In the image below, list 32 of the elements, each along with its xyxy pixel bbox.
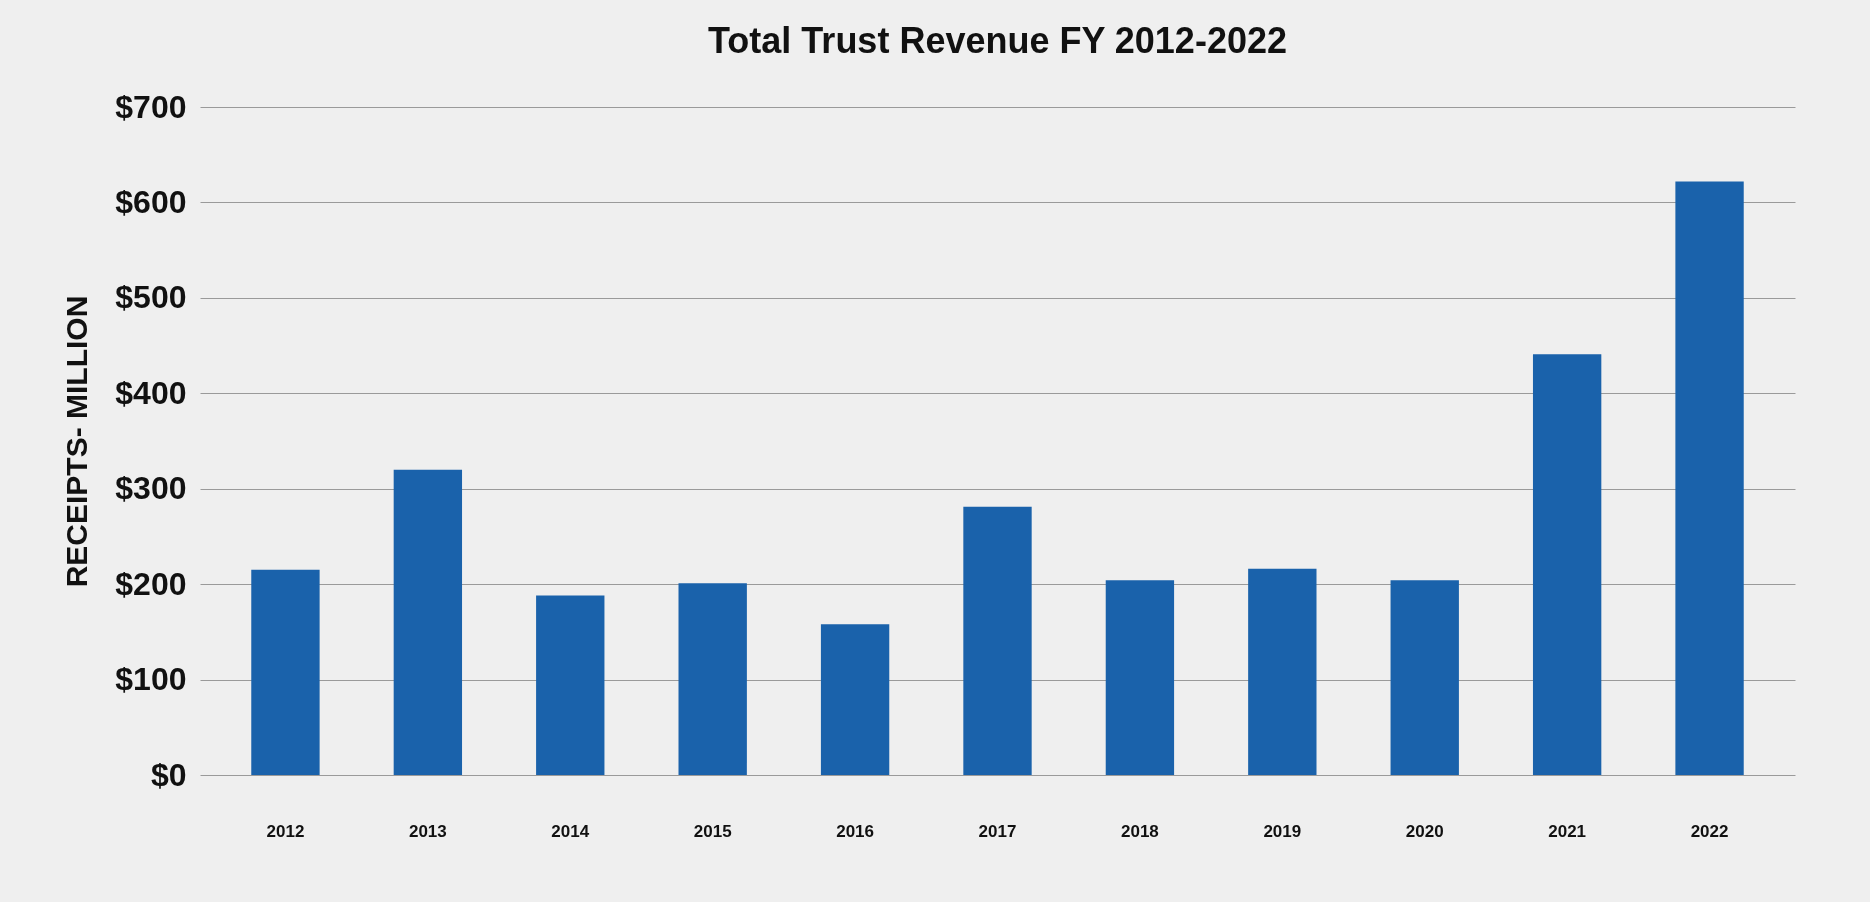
x-tick-label: 2014 <box>551 821 590 841</box>
y-tick-label: $0 <box>150 756 187 793</box>
chart-title: Total Trust Revenue FY 2012-2022 <box>708 20 1287 61</box>
x-tick-label: 2016 <box>836 821 874 841</box>
x-tick-label: 2017 <box>978 821 1017 841</box>
y-axis-title: RECEIPTS- MILLION <box>60 295 94 588</box>
bar <box>393 469 463 775</box>
y-tick-label: $200 <box>115 565 187 602</box>
bar <box>963 506 1032 775</box>
bar <box>820 624 890 775</box>
x-tick-label: 2015 <box>693 821 732 841</box>
x-tick-label: 2013 <box>408 821 447 841</box>
bar <box>1675 181 1744 775</box>
bar <box>536 595 605 775</box>
y-tick-label: $300 <box>115 470 187 507</box>
x-tick-label: 2018 <box>1121 821 1159 841</box>
x-tick-label: 2019 <box>1263 821 1302 841</box>
bar <box>678 583 747 775</box>
bar <box>1390 580 1459 775</box>
x-tick-label: 2021 <box>1548 821 1587 841</box>
y-tick-label: $600 <box>115 183 187 220</box>
x-tick-label: 2012 <box>266 821 305 841</box>
x-tick-label: 2020 <box>1405 821 1444 841</box>
bar <box>1105 580 1175 775</box>
y-tick-label: $700 <box>115 88 187 125</box>
y-tick-label: $500 <box>115 279 187 316</box>
bar <box>1248 568 1317 775</box>
bar <box>251 569 320 775</box>
x-tick-label: 2022 <box>1690 821 1729 841</box>
y-tick-label: $100 <box>115 661 187 698</box>
y-tick-label: $400 <box>115 374 187 411</box>
bar <box>1532 354 1602 775</box>
